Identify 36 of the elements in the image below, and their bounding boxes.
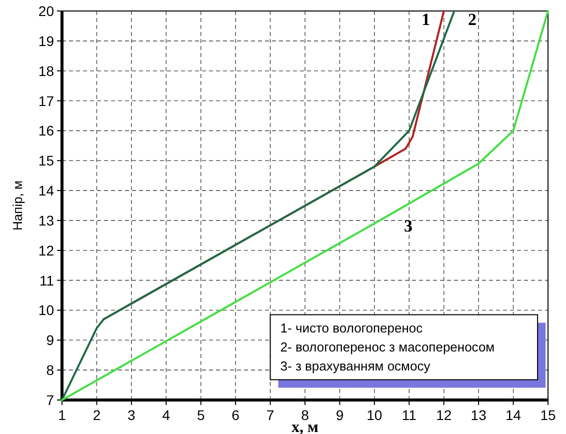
y-tick-label: 9: [46, 332, 54, 348]
y-tick-label: 12: [38, 242, 54, 258]
series-label: 2: [468, 10, 477, 29]
x-tick-label: 10: [366, 407, 382, 423]
y-tick-label: 10: [38, 302, 54, 318]
x-tick-label: 14: [505, 407, 522, 423]
y-tick-label: 11: [39, 272, 54, 288]
x-tick-label: 9: [336, 407, 344, 423]
y-tick-label: 18: [38, 62, 54, 79]
y-tick-label: 20: [38, 3, 54, 19]
y-tick-label: 13: [38, 212, 54, 228]
x-tick-label: 12: [436, 407, 452, 423]
y-tick-label: 16: [38, 122, 54, 139]
x-tick-label: 3: [128, 407, 136, 423]
x-tick-label: 5: [196, 407, 205, 423]
annotation: 1- чисто вологоперенос: [280, 320, 424, 336]
x-tick-label: 7: [266, 407, 274, 423]
x-tick-label: 6: [232, 407, 240, 423]
y-tick-label: 15: [38, 152, 54, 169]
annotation: 2- вологоперенос з масопереносом: [280, 340, 495, 355]
y-tick-label: 14: [38, 182, 54, 199]
y-tick-label: 17: [38, 92, 54, 109]
y-tick-label: 7: [46, 392, 54, 408]
x-tick-label: 1: [58, 407, 66, 423]
x-tick-label: 15: [540, 407, 556, 423]
x-tick-label: 8: [301, 407, 310, 423]
x-tick-label: 2: [92, 407, 101, 423]
y-axis-title: Напір, м: [10, 180, 25, 230]
annotation: 3- з врахуванням осмосу: [280, 358, 431, 374]
x-tick-label: 11: [402, 407, 417, 423]
x-tick-label: 13: [470, 407, 487, 423]
series-label: 3: [404, 216, 412, 236]
y-tick-label: 19: [38, 32, 54, 49]
x-tick-label: 4: [162, 407, 170, 423]
series-label: 1: [422, 10, 430, 29]
y-tick-label: 8: [46, 362, 54, 378]
